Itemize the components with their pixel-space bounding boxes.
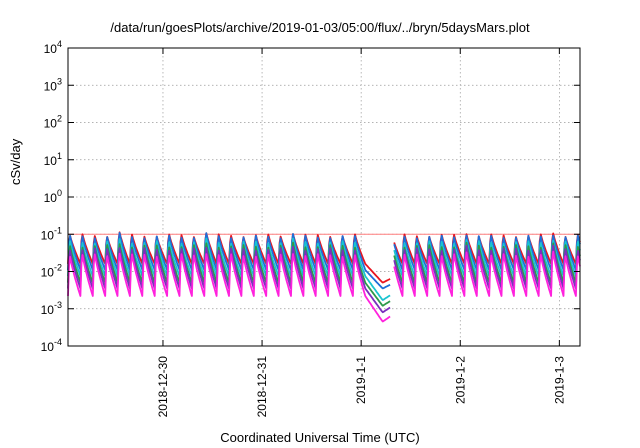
- x-tick-label: 2018-12-31: [255, 356, 269, 418]
- series-line: [67, 250, 581, 323]
- y-tick-label: 10-3: [41, 300, 62, 317]
- series-lines: [67, 231, 581, 323]
- y-tick-label: 10-2: [41, 263, 62, 280]
- x-tick-label: 2019-1-3: [552, 356, 566, 404]
- y-tick-label: 104: [44, 39, 62, 56]
- grid-lines: [68, 48, 580, 346]
- y-tick-label: 10-1: [41, 225, 62, 242]
- axes: 10-4 10-3 10-2 10-1 100 101 102 103 104 2018-12-3…: [41, 39, 581, 418]
- x-tick-label: 2019-1-1: [354, 356, 368, 404]
- y-tick-label: 10-4: [41, 337, 62, 354]
- plot-frame: [67, 47, 581, 347]
- chart-title: /data/run/goesPlots/archive/2019-01-03/0…: [110, 20, 530, 35]
- y-axis-label: cSv/day: [8, 138, 23, 185]
- y-tick-label: 101: [44, 151, 62, 168]
- y-tick-label: 102: [44, 114, 62, 131]
- y-tick-label: 103: [44, 76, 62, 93]
- x-tick-label: 2018-12-30: [156, 356, 170, 418]
- x-tick-label: 2019-1-2: [453, 356, 467, 404]
- y-tick-label: 100: [44, 188, 62, 205]
- x-axis-label: Coordinated Universal Time (UTC): [220, 430, 420, 445]
